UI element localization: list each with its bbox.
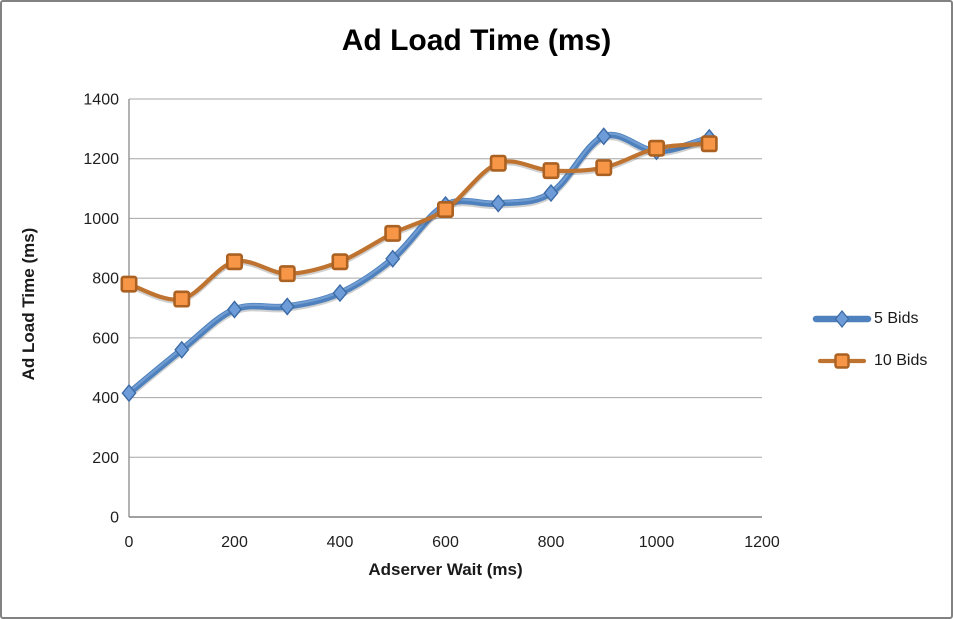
data-point-10-bids [489,154,507,172]
y-tick-label: 1000 [83,211,119,228]
data-point-5-bids [385,249,401,268]
data-point-5-bids [121,383,137,403]
data-point-10-bids [595,159,613,177]
data-point-5-bids [332,283,348,303]
y-tick-label: 600 [92,330,119,347]
data-point-10-bids [384,224,402,242]
legend-label: 10 Bids [874,352,928,369]
data-point-10-bids [226,253,244,271]
y-tick-label: 800 [92,271,119,288]
legend-marker-diamond-icon [812,309,872,329]
legend-item-5-bids: 5 Bids [812,303,927,335]
data-point-10-bids [120,275,138,293]
x-tick-label: 1000 [639,534,675,551]
y-tick-label: 200 [92,450,119,467]
x-tick-label: 600 [432,534,459,551]
x-tick-label: 800 [538,534,565,551]
x-axis-title: Adserver Wait (ms) [368,560,523,579]
y-tick-label: 0 [110,510,119,527]
data-point-5-bids [226,300,243,319]
data-point-5-bids [490,194,506,213]
data-point-5-bids [596,127,612,146]
series-line-5-bids-shadow [125,133,713,399]
data-point-10-bids [436,200,454,218]
data-point-10-bids [700,135,718,153]
x-tick-label: 0 [125,534,134,551]
y-tick-label: 1400 [83,92,119,109]
data-point-5-bids [174,340,190,359]
series-line-5-bids [125,131,713,397]
data-point-10-bids [647,139,665,157]
x-tick-label: 400 [327,534,354,551]
legend-item-10-bids: 10 Bids [812,345,927,377]
x-tick-label: 1200 [744,534,780,551]
data-point-10-bids [331,253,349,271]
data-point-5-bids [279,297,295,316]
data-point-10-bids [278,265,296,283]
data-point-10-bids [173,290,191,308]
y-axis-title: Ad Load Time (ms) [19,227,38,381]
data-point-5-bids [543,183,559,203]
y-tick-label: 1200 [83,151,119,168]
legend-label: 5 Bids [874,310,919,327]
x-tick-label: 200 [221,534,248,551]
series-line-5-bids-highlight [127,132,711,393]
chart-title: Ad Load Time (ms) [341,24,612,57]
legend-marker-square-icon [817,353,867,369]
y-tick-label: 400 [92,390,119,407]
legend: 5 Bids 10 Bids [812,303,927,377]
data-point-10-bids [542,162,560,180]
